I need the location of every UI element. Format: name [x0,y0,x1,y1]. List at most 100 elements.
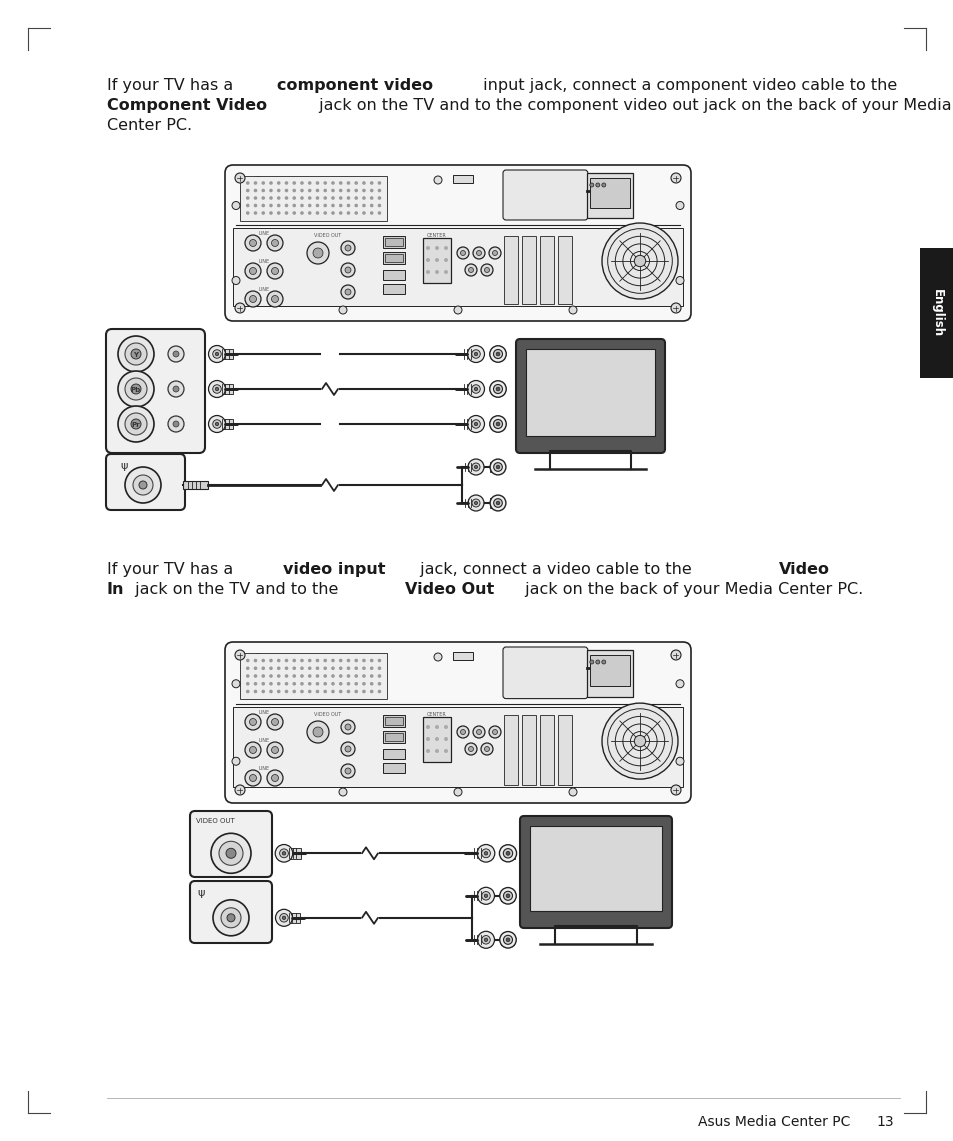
Circle shape [464,743,476,755]
Circle shape [300,181,303,185]
Circle shape [308,188,312,193]
Circle shape [282,851,286,855]
Circle shape [246,666,250,670]
Bar [422,717,451,762]
Circle shape [272,746,278,753]
Circle shape [232,202,240,210]
Circle shape [315,188,319,193]
Bar [382,748,405,759]
Circle shape [261,658,265,662]
Text: component video: component video [276,78,433,94]
Circle shape [168,416,184,432]
Circle shape [670,785,680,795]
Circle shape [131,419,141,429]
Bar [240,653,387,699]
Ellipse shape [251,177,265,183]
Text: ψ: ψ [120,461,128,471]
Circle shape [308,666,312,670]
Bar [490,462,501,471]
Text: Video Out: Video Out [405,582,494,597]
Circle shape [589,183,593,187]
Circle shape [493,463,502,471]
Circle shape [496,466,499,469]
Bar [221,419,233,429]
Text: CENTER: CENTER [427,712,446,717]
Circle shape [300,682,303,686]
Circle shape [474,422,477,426]
Circle shape [426,748,430,753]
Circle shape [276,211,280,215]
Bar [525,349,655,436]
Circle shape [499,931,516,948]
Circle shape [346,196,350,200]
Circle shape [246,211,250,215]
Circle shape [300,658,303,662]
Circle shape [253,211,257,215]
Circle shape [345,725,351,730]
Circle shape [481,936,490,944]
Circle shape [234,650,245,659]
Circle shape [118,335,153,372]
Circle shape [472,499,479,507]
Circle shape [172,386,179,393]
Circle shape [601,222,678,299]
Circle shape [269,666,273,670]
Circle shape [499,888,516,904]
Circle shape [338,658,342,662]
Circle shape [213,385,221,394]
Circle shape [480,743,493,755]
Circle shape [269,674,273,678]
Bar [288,848,301,858]
Circle shape [246,689,250,694]
Text: In: In [107,582,125,597]
Bar [500,891,513,901]
Circle shape [670,173,680,183]
Circle shape [489,381,506,397]
Circle shape [340,285,355,299]
Bar [558,715,572,785]
Circle shape [331,689,335,694]
Circle shape [284,196,288,200]
Circle shape [234,173,245,183]
Circle shape [354,204,357,208]
Circle shape [346,181,350,185]
Circle shape [471,420,479,428]
Circle shape [139,482,147,489]
Circle shape [293,689,295,694]
Circle shape [300,196,303,200]
Circle shape [506,938,509,941]
Circle shape [331,666,335,670]
Circle shape [596,659,599,664]
Circle shape [118,406,153,442]
Bar [491,419,503,429]
Bar [233,228,682,306]
Text: If your TV has a: If your TV has a [107,563,243,577]
Circle shape [284,188,288,193]
Circle shape [676,758,683,766]
Circle shape [219,841,243,865]
Bar [385,238,402,246]
Circle shape [471,350,479,358]
Circle shape [276,658,280,662]
Circle shape [354,188,357,193]
Circle shape [377,682,381,686]
Text: Component Video: Component Video [107,98,267,113]
Circle shape [480,264,493,276]
Circle shape [362,181,365,185]
Circle shape [489,346,506,362]
Bar [382,731,405,743]
Circle shape [323,689,327,694]
Circle shape [293,211,295,215]
Circle shape [253,181,257,185]
Circle shape [467,415,484,432]
Circle shape [118,371,153,407]
Circle shape [467,346,484,363]
Circle shape [476,251,481,256]
Circle shape [506,893,509,898]
Circle shape [250,296,256,302]
Circle shape [308,204,312,208]
Circle shape [345,267,351,273]
Text: jack on the TV and to the component video out jack on the back of your Media: jack on the TV and to the component vide… [314,98,950,113]
Text: Video: Video [779,563,829,577]
Circle shape [269,658,273,662]
